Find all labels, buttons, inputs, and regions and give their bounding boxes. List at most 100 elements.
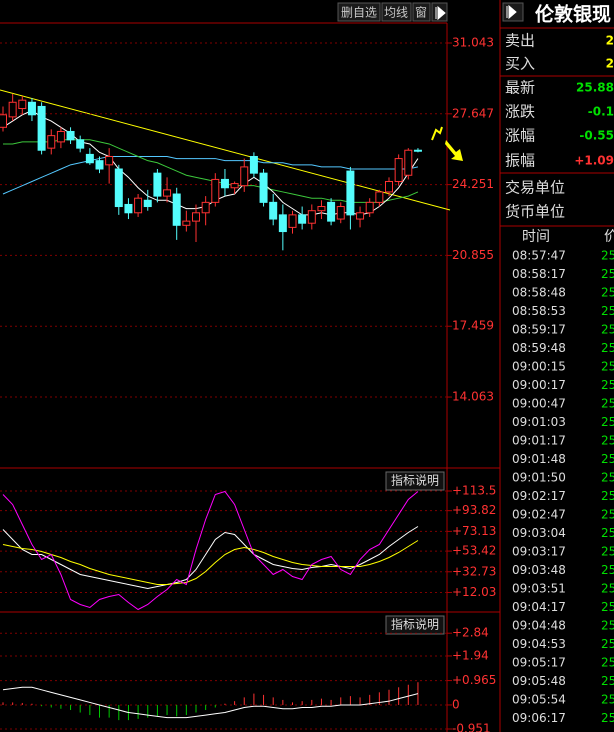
tick-time: 09:03:04 bbox=[512, 526, 566, 540]
tick-time: 09:02:47 bbox=[512, 508, 566, 522]
y-tick-label: 20.855 bbox=[452, 248, 494, 262]
indicator-title[interactable]: 指标说明 bbox=[391, 617, 439, 632]
tick-time: 09:01:03 bbox=[512, 415, 566, 429]
candle-body bbox=[346, 170, 355, 216]
quote-label: 涨跌 bbox=[505, 103, 535, 121]
candle-body bbox=[317, 206, 326, 212]
candle-body bbox=[336, 206, 345, 220]
quote-label: 涨幅 bbox=[505, 127, 535, 145]
indicator-title[interactable]: 指标说明 bbox=[391, 473, 439, 488]
tick-time: 09:06:17 bbox=[512, 711, 566, 725]
tick-time: 09:04:17 bbox=[512, 600, 566, 614]
tick-price: 25 bbox=[601, 341, 614, 355]
candle-body bbox=[201, 201, 210, 214]
button-frame[interactable] bbox=[412, 2, 431, 22]
tick-price: 25 bbox=[601, 304, 614, 318]
tick-price: 25 bbox=[601, 267, 614, 281]
candle-body bbox=[220, 178, 229, 189]
y-tick-label: +32.73 bbox=[452, 564, 496, 578]
candle-body bbox=[134, 197, 143, 214]
tick-time: 09:01:17 bbox=[512, 434, 566, 448]
tick-price: 25 bbox=[601, 674, 614, 688]
tick-time: 08:58:17 bbox=[512, 267, 566, 281]
button[interactable]: 窗 bbox=[415, 6, 427, 20]
candle-body bbox=[124, 203, 133, 214]
quote-value: 2 bbox=[606, 34, 614, 48]
tick-price: 25 bbox=[601, 600, 614, 614]
candle-body bbox=[404, 149, 413, 176]
indicator-line bbox=[2, 526, 419, 590]
tick-price: 25 bbox=[601, 563, 614, 577]
tick-price: 25 bbox=[601, 249, 614, 263]
tick-price: 25 bbox=[601, 656, 614, 670]
button-frame[interactable] bbox=[337, 2, 381, 22]
y-tick-label: -0.951 bbox=[452, 721, 491, 732]
candle-body bbox=[105, 155, 114, 166]
table-header: 价 bbox=[604, 229, 614, 245]
y-tick-label: +0.965 bbox=[452, 673, 496, 687]
candle-body bbox=[394, 158, 403, 183]
quote-value: 25.88 bbox=[576, 81, 614, 95]
tick-price: 25 bbox=[601, 489, 614, 503]
quote-label: 卖出 bbox=[505, 32, 535, 50]
y-tick-label: 0 bbox=[452, 697, 460, 711]
tick-price: 25 bbox=[601, 711, 614, 725]
candle-body bbox=[211, 178, 220, 203]
tick-price: 25 bbox=[601, 434, 614, 448]
candle-body bbox=[85, 153, 94, 164]
unit-label: 货币单位 bbox=[505, 203, 565, 221]
indicator-button[interactable] bbox=[385, 615, 445, 635]
y-tick-label: +12.03 bbox=[452, 585, 496, 599]
tick-time: 08:59:48 bbox=[512, 341, 566, 355]
tick-time: 09:04:48 bbox=[512, 619, 566, 633]
indicator-line bbox=[2, 490, 419, 611]
quote-value: -0.55 bbox=[579, 129, 614, 143]
y-tick-label: 27.647 bbox=[452, 106, 494, 120]
tick-price: 25 bbox=[601, 452, 614, 466]
button-frame[interactable] bbox=[381, 2, 412, 22]
candle-body bbox=[327, 201, 336, 222]
tick-time: 09:00:17 bbox=[512, 378, 566, 392]
candle-body bbox=[95, 160, 104, 170]
tick-time: 09:03:48 bbox=[512, 563, 566, 577]
candle-body bbox=[153, 172, 162, 197]
candle-body bbox=[288, 214, 297, 228]
tick-price: 25 bbox=[601, 582, 614, 596]
y-tick-label: 31.043 bbox=[452, 35, 494, 49]
candle-body bbox=[298, 214, 307, 224]
y-tick-label: 24.251 bbox=[452, 177, 494, 191]
button[interactable]: 均线 bbox=[384, 6, 408, 20]
candle-body bbox=[269, 201, 278, 220]
y-tick-label: +1.94 bbox=[452, 648, 489, 662]
tick-time: 09:00:15 bbox=[512, 360, 566, 374]
arrow-down bbox=[445, 140, 463, 161]
arrow-up bbox=[431, 126, 443, 141]
candle-body bbox=[182, 220, 191, 226]
tick-price: 25 bbox=[601, 378, 614, 392]
candle-body bbox=[56, 130, 65, 143]
tick-time: 09:05:17 bbox=[512, 656, 566, 670]
y-tick-label: +93.82 bbox=[452, 503, 496, 517]
y-tick-label: +113.5 bbox=[452, 484, 496, 498]
tick-time: 09:02:17 bbox=[512, 489, 566, 503]
tick-time: 09:03:17 bbox=[512, 545, 566, 559]
indicator-button[interactable] bbox=[385, 471, 445, 491]
candle-body bbox=[356, 212, 365, 220]
candle-body bbox=[76, 139, 85, 149]
candle-body bbox=[385, 181, 393, 193]
candle-body bbox=[27, 101, 36, 116]
button[interactable]: 删自选 bbox=[341, 6, 377, 20]
tick-time: 09:01:50 bbox=[512, 471, 566, 485]
arrow-icon bbox=[435, 5, 446, 21]
candle-body bbox=[163, 189, 172, 197]
tick-price: 25 bbox=[601, 471, 614, 485]
indicator-line bbox=[2, 155, 419, 195]
candle-body bbox=[278, 214, 287, 233]
tick-time: 08:58:48 bbox=[512, 286, 566, 300]
candle-body bbox=[230, 183, 239, 189]
quote-label: 最新 bbox=[505, 79, 535, 97]
table-header: 时间 bbox=[522, 229, 550, 245]
candle-body bbox=[172, 193, 181, 226]
quote-value: +1.09 bbox=[574, 154, 614, 168]
